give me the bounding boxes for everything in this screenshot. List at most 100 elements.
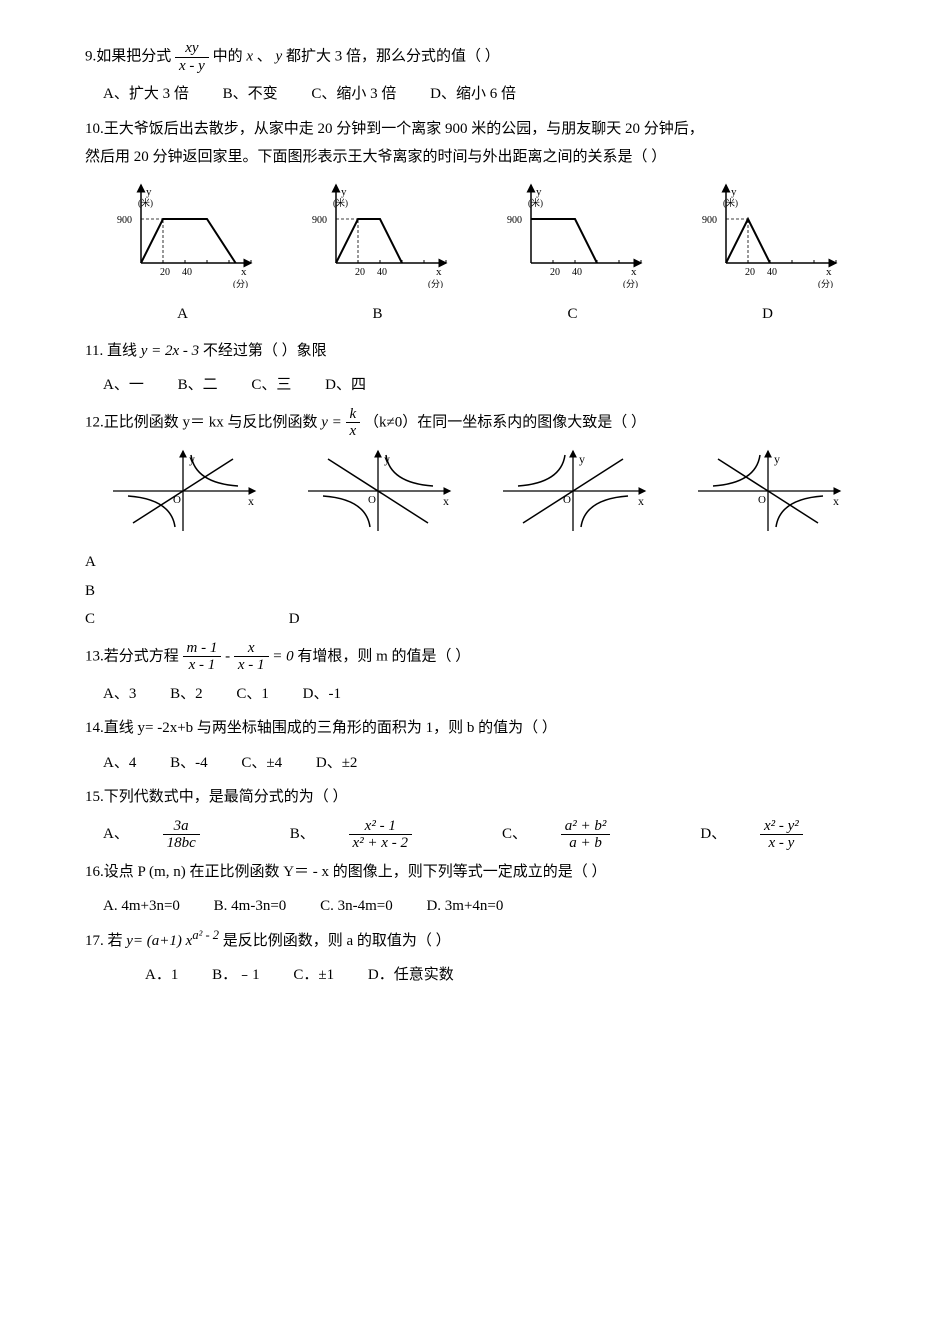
- q13-opt-b: B、2: [170, 680, 203, 709]
- q9-fraction: xy x - y: [175, 40, 209, 74]
- svg-text:(米): (米): [723, 197, 738, 208]
- q13-stem-b: 有增根，则 m 的值是（ ）: [297, 648, 470, 664]
- question-10: 10.王大爷饭后出去散步，从家中走 20 分钟到一个离家 900 米的公园，与朋…: [85, 115, 865, 172]
- q10-letter-c: C: [475, 300, 670, 329]
- q12-fraction: k x: [346, 406, 361, 440]
- q10-letters: A B C D: [85, 300, 865, 329]
- question-12: 12.正比例函数 y＝ kx 与反比例函数 y = k x （k≠0）在同一坐标…: [85, 406, 865, 440]
- q17-stem-b: 是反比例函数，则 a 的取值为（ ）: [223, 933, 451, 949]
- svg-text:x: x: [631, 266, 637, 278]
- q16-options: A. 4m+3n=0 B. 4m-3n=0 C. 3n-4m=0 D. 3m+4…: [103, 892, 865, 921]
- q16-stem: 16.设点 P (m, n) 在正比例函数 Y＝ - x 的图像上，则下列等式一…: [85, 864, 607, 880]
- svg-text:y: y: [579, 452, 585, 466]
- q10-letter-b: B: [280, 300, 475, 329]
- q15-opt-d: D、 x² - y²x - y: [700, 818, 862, 852]
- q17-options: A．1 B．﹣1 C．±1 D．任意实数: [145, 961, 865, 990]
- q10-graph-b: 9002040y(米)x(分): [280, 178, 475, 299]
- svg-text:40: 40: [767, 267, 777, 278]
- q14-options: A、4 B、-4 C、±4 D、±2: [103, 749, 865, 778]
- q12-stem-b: （k≠0）在同一坐标系内的图像大致是（ ）: [364, 414, 646, 430]
- svg-text:y: y: [146, 186, 152, 198]
- svg-text:x: x: [826, 266, 832, 278]
- svg-text:20: 20: [355, 267, 365, 278]
- svg-text:(分): (分): [428, 279, 443, 288]
- q13-minus: -: [225, 648, 234, 664]
- svg-text:x: x: [436, 266, 442, 278]
- q16-opt-b: B. 4m-3n=0: [214, 892, 287, 921]
- question-17: 17. 若 y= (a+1) xa² - 2 是反比例函数，则 a 的取值为（ …: [85, 927, 865, 956]
- q9-opt-c: C、缩小 3 倍: [311, 80, 396, 109]
- svg-text:40: 40: [572, 267, 582, 278]
- question-9: 9.如果把分式 xy x - y 中的 x 、 y 都扩大 3 倍，那么分式的值…: [85, 40, 865, 74]
- svg-text:900: 900: [117, 215, 132, 226]
- q13-eq: = 0: [272, 648, 293, 664]
- q9-var-y: y: [276, 48, 283, 64]
- svg-text:40: 40: [377, 267, 387, 278]
- svg-text:(分): (分): [818, 279, 833, 288]
- q11-opt-d: D、四: [325, 371, 366, 400]
- q15-opt-c: C、 a² + b²a + b: [502, 818, 670, 852]
- q14-stem: 14.直线 y= -2x+b 与两坐标轴围成的三角形的面积为 1，则 b 的值为…: [85, 720, 557, 736]
- q11-opt-c: C、三: [251, 371, 291, 400]
- q12-eq-lhs: y =: [321, 414, 342, 430]
- q15-stem: 15.下列代数式中，是最简分式的为（ ）: [85, 789, 348, 805]
- q13-opt-d: D、-1: [303, 680, 341, 709]
- svg-text:40: 40: [182, 267, 192, 278]
- svg-text:(米): (米): [138, 197, 153, 208]
- q9-opt-d: D、缩小 6 倍: [430, 80, 516, 109]
- q12-graph-b: xyO: [280, 446, 475, 547]
- q10-graph-a: 9002040y(米)x(分): [85, 178, 280, 299]
- q10-graph-c: 9002040y(米)x(分): [475, 178, 670, 299]
- q9-stem-c: 都扩大 3 倍，那么分式的值（ ）: [286, 48, 500, 64]
- q9-stem-b: 中的: [213, 48, 247, 64]
- q9-opt-a: A、扩大 3 倍: [103, 80, 189, 109]
- q17-eq: y= (a+1) xa² - 2: [126, 933, 219, 949]
- q11-stem-a: 11. 直线: [85, 343, 141, 359]
- svg-text:900: 900: [507, 215, 522, 226]
- question-13: 13.若分式方程 m - 1 x - 1 - x x - 1 = 0 有增根，则…: [85, 640, 865, 674]
- q14-opt-a: A、4: [103, 749, 136, 778]
- q10-graphs: 9002040y(米)x(分) 9002040y(米)x(分) 9002040y…: [85, 178, 865, 299]
- question-16: 16.设点 P (m, n) 在正比例函数 Y＝ - x 的图像上，则下列等式一…: [85, 858, 865, 887]
- q15-opt-b: B、 x² - 1x² + x - 2: [290, 818, 472, 852]
- svg-text:(分): (分): [233, 279, 248, 288]
- q11-eq: y = 2x - 3: [141, 343, 199, 359]
- q12-graphs: xyO xyO xyO xyO: [85, 446, 865, 547]
- svg-text:y: y: [341, 186, 347, 198]
- q14-opt-d: D、±2: [316, 749, 358, 778]
- q14-opt-b: B、-4: [170, 749, 208, 778]
- svg-text:(分): (分): [623, 279, 638, 288]
- svg-text:y: y: [774, 452, 780, 466]
- q10-letter-d: D: [670, 300, 865, 329]
- q11-options: A、一 B、二 C、三 D、四: [103, 371, 865, 400]
- q13-frac1: m - 1 x - 1: [183, 640, 222, 674]
- q17-stem-a: 17. 若: [85, 933, 126, 949]
- svg-text:x: x: [248, 494, 254, 508]
- q9-var-x: x: [246, 48, 253, 64]
- q9-options: A、扩大 3 倍 B、不变 C、缩小 3 倍 D、缩小 6 倍: [103, 80, 865, 109]
- q12-graph-c: xyO: [475, 446, 670, 547]
- q13-stem-a: 13.若分式方程: [85, 648, 183, 664]
- svg-text:20: 20: [160, 267, 170, 278]
- question-11: 11. 直线 y = 2x - 3 不经过第（ ）象限: [85, 337, 865, 366]
- svg-text:900: 900: [702, 215, 717, 226]
- q15-opt-a: A、 3a18bc: [103, 818, 260, 852]
- q13-opt-a: A、3: [103, 680, 136, 709]
- q14-opt-c: C、±4: [241, 749, 282, 778]
- svg-text:900: 900: [312, 215, 327, 226]
- svg-text:x: x: [833, 494, 839, 508]
- q17-opt-c: C．±1: [293, 961, 334, 990]
- q9-opt-b: B、不变: [223, 80, 278, 109]
- q9-stem-a: 9.如果把分式: [85, 48, 175, 64]
- q12-stem-a: 12.正比例函数 y＝ kx 与反比例函数: [85, 414, 321, 430]
- q11-opt-a: A、一: [103, 371, 144, 400]
- q17-opt-a: A．1: [145, 961, 178, 990]
- question-14: 14.直线 y= -2x+b 与两坐标轴围成的三角形的面积为 1，则 b 的值为…: [85, 714, 865, 743]
- q13-opt-c: C、1: [236, 680, 269, 709]
- svg-text:20: 20: [550, 267, 560, 278]
- q10-letter-a: A: [85, 300, 280, 329]
- q9-sep: 、: [257, 48, 272, 64]
- q10-graph-d: 9002040y(米)x(分): [670, 178, 865, 299]
- q11-stem-b: 不经过第（ ）象限: [203, 343, 327, 359]
- svg-text:O: O: [758, 494, 766, 506]
